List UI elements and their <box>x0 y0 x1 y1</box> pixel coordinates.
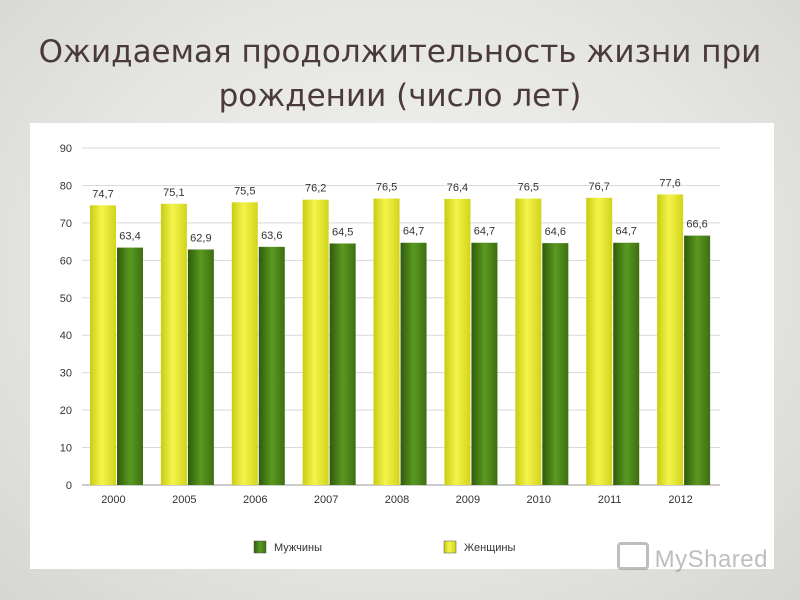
data-label-women: 76,5 <box>376 182 397 194</box>
x-tick-label: 2006 <box>243 494 267 506</box>
data-label-men: 64,7 <box>403 226 424 238</box>
bar-women <box>160 203 187 485</box>
bar-men <box>684 235 711 485</box>
bar-men <box>400 242 427 485</box>
bar-men <box>329 243 356 485</box>
x-tick-label: 2007 <box>314 494 338 506</box>
bar-men <box>187 249 214 485</box>
bar-women <box>444 198 471 485</box>
x-tick-label: 2012 <box>668 494 692 506</box>
y-tick-label: 40 <box>60 330 72 342</box>
data-label-men: 62,9 <box>190 232 211 244</box>
data-label-men: 64,7 <box>474 226 495 238</box>
data-label-men: 63,4 <box>119 231 140 243</box>
data-label-men: 66,6 <box>686 219 707 231</box>
bar-women <box>231 202 258 485</box>
data-label-women: 76,2 <box>305 183 326 195</box>
data-label-women: 77,6 <box>659 177 680 189</box>
legend-swatch <box>253 540 267 554</box>
x-tick-label: 2005 <box>172 494 196 506</box>
x-tick-label: 2009 <box>456 494 480 506</box>
x-tick-label: 2011 <box>598 494 622 506</box>
y-tick-label: 0 <box>66 480 72 492</box>
y-tick-label: 20 <box>60 405 72 417</box>
bar-women <box>515 198 542 486</box>
bar-men <box>258 246 285 485</box>
legend-label: Мужчины <box>274 542 322 554</box>
bar-men <box>117 247 143 485</box>
slide-title: Ожидаемая продолжительность жизни при ро… <box>38 34 762 114</box>
bar-men <box>613 242 640 485</box>
data-label-men: 63,6 <box>261 230 282 242</box>
bar-women <box>302 199 329 485</box>
watermark-text: MyShared <box>654 546 768 573</box>
legend-label: Женщины <box>464 542 515 554</box>
watermark: MyShared <box>616 542 768 574</box>
data-label-women: 74,7 <box>92 188 113 200</box>
chart-panel: 0 10 20 30 40 50 60 70 80 90 74,7 63,4 75,1 62,9 75,5… <box>30 123 774 569</box>
data-label-men: 64,6 <box>545 226 566 238</box>
watermark-logo-icon <box>616 542 649 570</box>
bar-men <box>471 242 498 485</box>
bar-men <box>542 243 569 485</box>
legend-swatch <box>443 540 457 554</box>
x-tick-label: 2010 <box>527 494 551 506</box>
life-expectancy-chart: 0 10 20 30 40 50 60 70 80 90 74,7 63,4 75,1 62,9 75,5… <box>60 143 720 554</box>
x-tick-label: 2008 <box>385 494 409 506</box>
bar-women <box>373 198 400 486</box>
y-tick-label: 10 <box>60 443 72 455</box>
y-tick-label: 80 <box>60 180 72 192</box>
data-label-women: 75,1 <box>163 187 184 199</box>
data-label-men: 64,7 <box>616 226 637 238</box>
data-label-women: 75,5 <box>234 185 255 197</box>
bar-women <box>657 194 684 485</box>
y-tick-label: 30 <box>60 368 72 380</box>
bar-women <box>586 197 613 485</box>
bar-women <box>90 205 116 485</box>
y-tick-label: 60 <box>60 255 72 267</box>
y-tick-label: 70 <box>60 218 72 230</box>
data-label-women: 76,5 <box>518 182 539 194</box>
data-label-men: 64,5 <box>332 226 353 238</box>
data-label-women: 76,7 <box>589 181 610 193</box>
y-tick-label: 50 <box>60 293 72 305</box>
x-tick-label: 2000 <box>101 494 125 506</box>
y-tick-label: 90 <box>60 143 72 155</box>
data-label-women: 76,4 <box>447 182 468 194</box>
